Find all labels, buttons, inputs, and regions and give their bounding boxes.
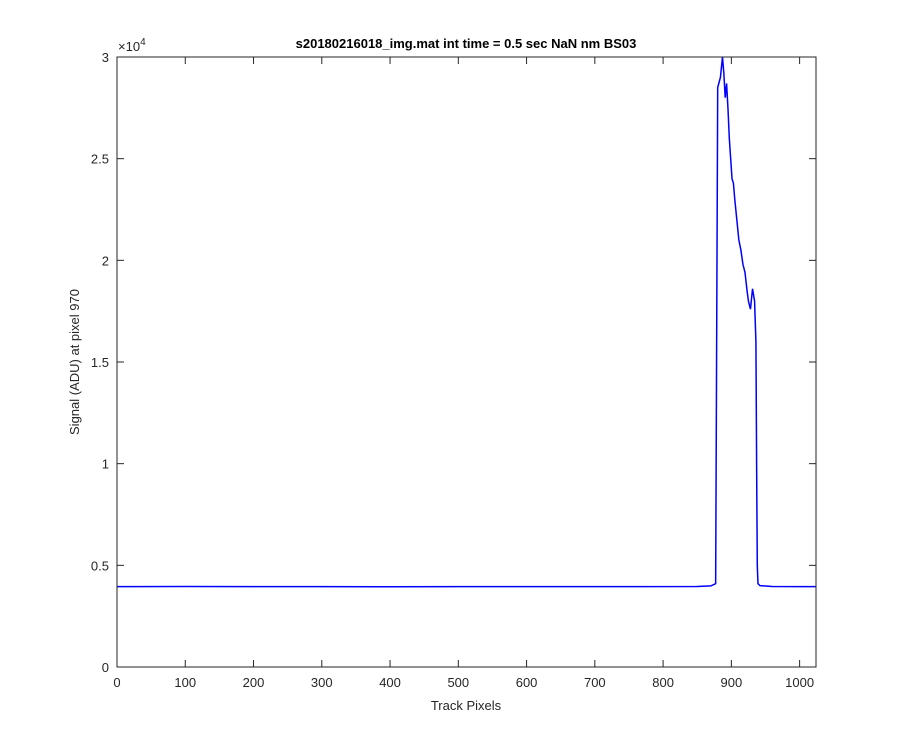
y-tick-label: 2.5	[91, 152, 109, 167]
y-tick-label: 0.5	[91, 558, 109, 573]
x-tick-label: 300	[311, 675, 333, 690]
x-tick-label: 400	[379, 675, 401, 690]
y-tick-label: 1	[102, 457, 109, 472]
y-scale-exponent: 4	[140, 37, 146, 48]
y-scale-factor: ×104	[118, 37, 146, 54]
axes-box	[116, 56, 817, 668]
y-tick-label: 0	[102, 660, 109, 675]
x-tick-label: 0	[113, 675, 120, 690]
y-tick-label: 1.5	[91, 355, 109, 370]
y-tick-label: 2	[102, 253, 109, 268]
x-tick-label: 500	[447, 675, 469, 690]
x-axis-label: Track Pixels	[431, 698, 502, 713]
y-axis-label: Signal (ADU) at pixel 970	[67, 289, 82, 435]
x-tick-label: 600	[516, 675, 538, 690]
y-scale-base: ×10	[118, 39, 140, 54]
chart-title: s20180216018_img.mat int time = 0.5 sec …	[296, 36, 637, 51]
x-tick-label: 100	[174, 675, 196, 690]
x-tick-label: 1000	[785, 675, 814, 690]
x-tick-label: 800	[652, 675, 674, 690]
y-tick-label: 3	[102, 50, 109, 65]
x-tick-label: 200	[243, 675, 265, 690]
data-line	[116, 56, 816, 588]
x-tick-label: 900	[721, 675, 743, 690]
x-tick-label: 700	[584, 675, 606, 690]
